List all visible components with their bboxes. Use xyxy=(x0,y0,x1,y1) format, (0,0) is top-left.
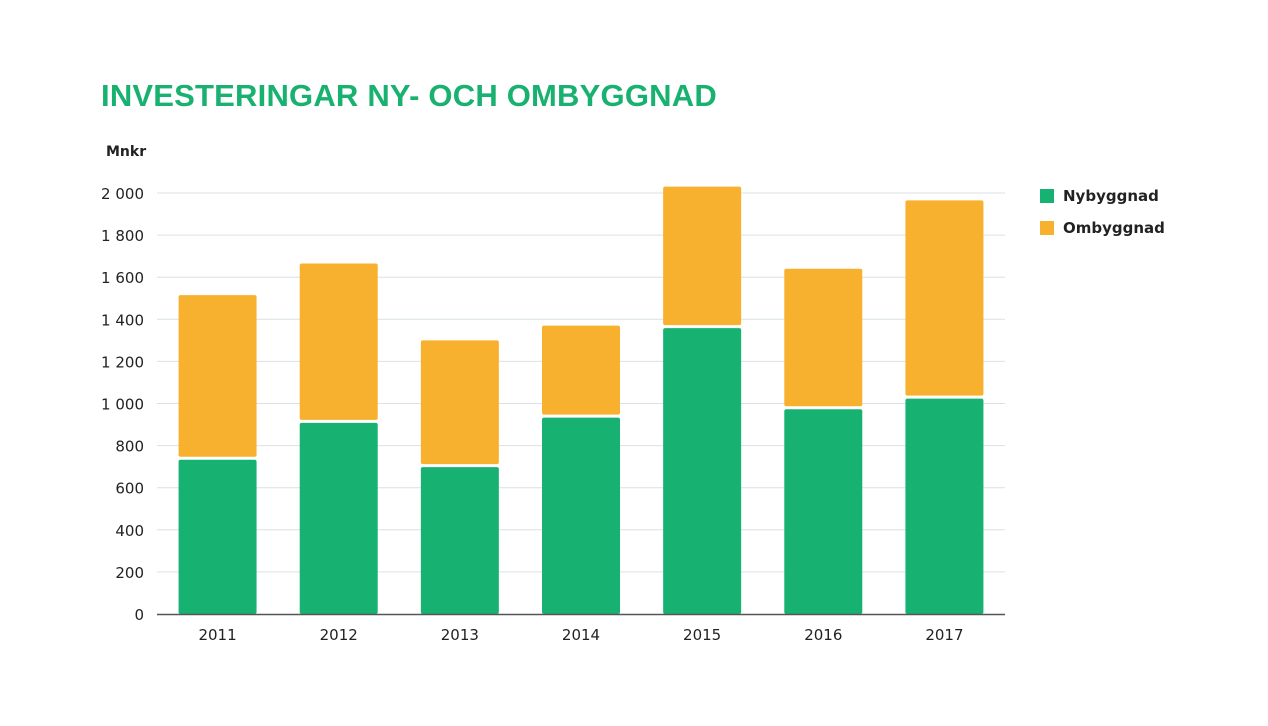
legend-swatch-nybyggnad xyxy=(1040,189,1054,203)
y-tick-label: 1 800 xyxy=(101,227,144,245)
bar-ombyggnad-2014 xyxy=(542,325,620,415)
bar-nybyggnad-2016 xyxy=(784,409,863,614)
bar-ombyggnad-2016 xyxy=(784,268,863,407)
y-tick-label: 1 000 xyxy=(101,396,144,414)
x-tick-label: 2011 xyxy=(198,626,236,644)
bar-ombyggnad-2013 xyxy=(420,340,499,465)
chart-title: INVESTERINGAR NY- OCH OMBYGGNAD xyxy=(101,78,717,113)
bar-nybyggnad-2012 xyxy=(299,422,378,614)
bar-ombyggnad-2011 xyxy=(178,295,257,457)
y-tick-label: 800 xyxy=(115,438,144,456)
bar-nybyggnad-2015 xyxy=(663,328,742,614)
bar-ombyggnad-2012 xyxy=(299,263,378,420)
y-tick-label: 1 600 xyxy=(101,269,144,287)
x-tick-label: 2015 xyxy=(683,626,721,644)
legend-swatch-ombyggnad xyxy=(1040,221,1054,235)
bar-nybyggnad-2017 xyxy=(905,398,984,614)
legend-item-ombyggnad: Ombyggnad xyxy=(1040,216,1165,240)
y-axis-unit-label: Mnkr xyxy=(106,144,147,160)
y-tick-label: 0 xyxy=(134,606,144,624)
y-tick-label: 400 xyxy=(115,522,144,540)
bar-nybyggnad-2011 xyxy=(178,459,257,614)
x-tick-label: 2014 xyxy=(562,626,600,644)
bar-nybyggnad-2013 xyxy=(420,467,499,614)
legend-label-nybyggnad: Nybyggnad xyxy=(1063,187,1159,205)
y-tick-label: 600 xyxy=(115,480,144,498)
legend-item-nybyggnad: Nybyggnad xyxy=(1040,184,1165,208)
x-tick-label: 2012 xyxy=(320,626,358,644)
y-tick-label: 200 xyxy=(115,564,144,582)
bar-nybyggnad-2014 xyxy=(542,417,620,614)
legend-label-ombyggnad: Ombyggnad xyxy=(1063,219,1165,237)
bar-ombyggnad-2015 xyxy=(663,186,742,326)
legend: Nybyggnad Ombyggnad xyxy=(1040,184,1165,248)
bar-ombyggnad-2017 xyxy=(905,200,984,396)
x-tick-label: 2016 xyxy=(804,626,842,644)
y-tick-label: 1 400 xyxy=(101,311,144,329)
y-tick-label: 2 000 xyxy=(101,185,144,203)
y-tick-label: 1 200 xyxy=(101,353,144,371)
x-tick-label: 2013 xyxy=(441,626,479,644)
x-tick-label: 2017 xyxy=(925,626,963,644)
